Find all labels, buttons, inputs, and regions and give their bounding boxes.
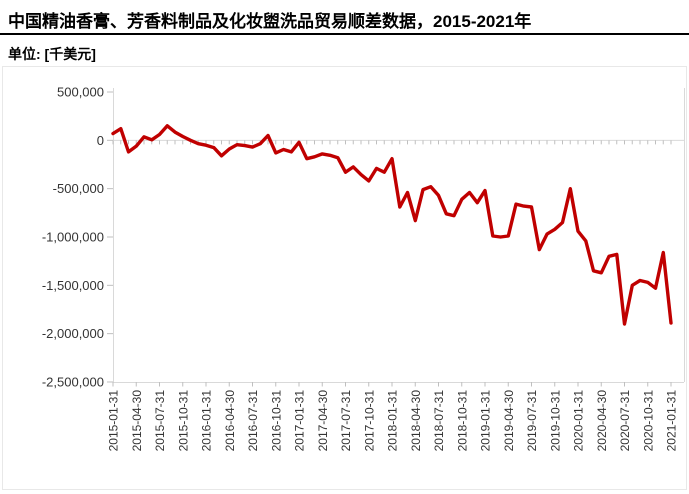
x-axis-tick-label: 2015-07-31 <box>153 390 167 452</box>
x-axis-tick-label: 2018-04-30 <box>409 390 423 452</box>
x-axis-tick-label: 2015-01-31 <box>107 390 121 452</box>
x-axis-tick-label: 2016-04-30 <box>223 390 237 452</box>
x-axis-tick-label: 2019-01-31 <box>479 390 493 452</box>
x-axis-tick-label: 2021-01-31 <box>665 390 679 452</box>
x-axis-tick-label: 2019-07-31 <box>525 390 539 452</box>
y-axis-tick-label: -1,500,000 <box>42 278 104 293</box>
x-axis-tick-label: 2020-04-30 <box>595 390 609 452</box>
x-axis-tick-label: 2019-10-31 <box>548 390 562 452</box>
x-axis-tick-label: 2020-01-31 <box>572 390 586 452</box>
y-axis-tick-label: -2,500,000 <box>42 374 104 389</box>
x-axis-tick-label: 2017-10-31 <box>362 390 376 452</box>
trade-surplus-line <box>111 124 673 326</box>
x-axis-tick-label: 2015-10-31 <box>176 390 190 452</box>
x-axis-tick-label: 2017-04-30 <box>316 390 330 452</box>
y-axis-tick-label: 500,000 <box>57 85 104 100</box>
x-axis-tick-label: 2016-07-31 <box>246 390 260 452</box>
x-axis-tick-label: 2017-07-31 <box>339 390 353 452</box>
x-axis-tick-label: 2020-10-31 <box>641 390 655 452</box>
x-axis-tick-label: 2016-01-31 <box>200 390 214 452</box>
x-axis-tick-label: 2015-04-30 <box>130 390 144 452</box>
page-title: 中国精油香膏、芳香料制品及化妆盥洗品贸易顺差数据，2015-2021年 <box>8 12 532 31</box>
x-axis-tick-label: 2016-10-31 <box>269 390 283 452</box>
y-axis-tick-label: -500,000 <box>53 181 104 196</box>
x-axis-tick-label: 2020-07-31 <box>618 390 632 452</box>
x-axis-tick-label: 2018-01-31 <box>386 390 400 452</box>
y-axis-tick-label: -2,000,000 <box>42 326 104 341</box>
title-divider <box>0 33 689 35</box>
y-axis-tick-label: 0 <box>97 133 104 148</box>
chart-frame <box>2 66 687 490</box>
x-axis-tick-label: 2017-01-31 <box>293 390 307 452</box>
x-axis-tick-label: 2018-07-31 <box>432 390 446 452</box>
x-axis-tick-label: 2019-04-30 <box>502 390 516 452</box>
x-axis-tick-label: 2018-10-31 <box>455 390 469 452</box>
y-axis-tick-label: -1,000,000 <box>42 229 104 244</box>
unit-label: 单位: [千美元] <box>8 46 96 62</box>
